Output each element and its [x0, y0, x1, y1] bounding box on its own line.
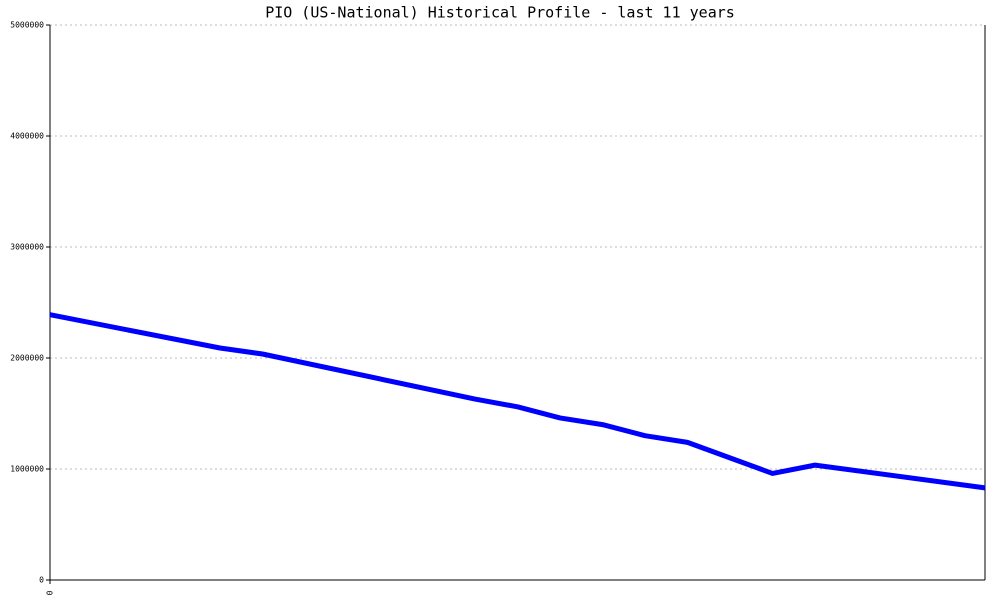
chart-title: PIO (US-National) Historical Profile - l…	[265, 4, 735, 22]
y-tick-label: 2000000	[10, 354, 44, 363]
y-tick-label: 4000000	[10, 132, 44, 141]
x-tick-label: 0	[46, 590, 55, 595]
y-tick-label: 0	[39, 576, 44, 585]
y-tick-label: 1000000	[10, 465, 44, 474]
y-tick-label: 3000000	[10, 243, 44, 252]
data-line	[49, 312, 986, 491]
y-tick-label: 5000000	[10, 21, 44, 30]
